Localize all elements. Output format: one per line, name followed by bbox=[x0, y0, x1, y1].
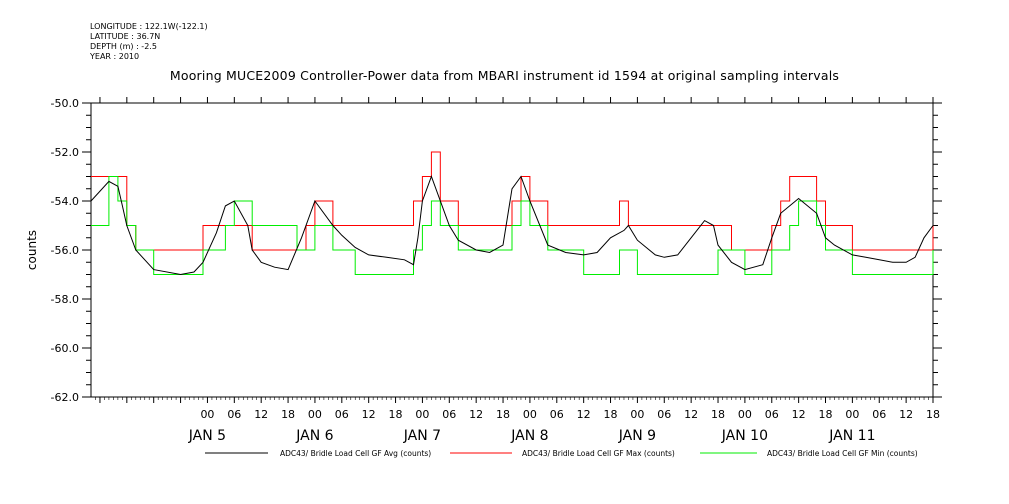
x-day-label: JAN 5 bbox=[188, 428, 226, 444]
x-axis: 00 06 12 18 00 06 12 18 00 06 12 18 00 06 12 18 00 06 12 18… bbox=[95, 97, 940, 444]
x-day-label: JAN 6 bbox=[295, 428, 333, 444]
x-tick-label: 00 bbox=[523, 408, 537, 421]
legend-label: ADC43/ Bridle Load Cell GF Max (counts) bbox=[522, 449, 675, 458]
x-tick-label: 06 bbox=[765, 408, 779, 421]
legend-label: ADC43/ Bridle Load Cell GF Avg (counts) bbox=[280, 449, 431, 458]
y-axis-label: counts bbox=[25, 230, 39, 270]
y-tick-label: -54.0 bbox=[51, 195, 79, 208]
x-tick-label: 06 bbox=[657, 408, 671, 421]
x-tick-label: 12 bbox=[469, 408, 483, 421]
legend-label: ADC43/ Bridle Load Cell GF Min (counts) bbox=[767, 449, 918, 458]
chart-title: Mooring MUCE2009 Controller-Power data f… bbox=[169, 68, 840, 83]
y-tick-label: -62.0 bbox=[51, 391, 79, 404]
x-day-label: JAN 9 bbox=[618, 428, 656, 444]
y-axis: -62.0 -60.0 -58.0 -56.0 -54.0 -52.0 -50.0 bbox=[51, 97, 942, 404]
x-tick-label: 06 bbox=[550, 408, 564, 421]
x-tick-label: 12 bbox=[254, 408, 268, 421]
x-tick-label: 00 bbox=[845, 408, 859, 421]
x-tick-label: 06 bbox=[872, 408, 886, 421]
year-text: YEAR : 2010 bbox=[90, 52, 140, 61]
depth-text: DEPTH (m) : -2.5 bbox=[90, 42, 157, 51]
x-tick-label: 06 bbox=[227, 408, 241, 421]
x-tick-label: 12 bbox=[684, 408, 698, 421]
x-tick-label: 12 bbox=[577, 408, 591, 421]
x-tick-label: 12 bbox=[899, 408, 913, 421]
legend: ADC43/ Bridle Load Cell GF Avg (counts) A… bbox=[205, 449, 918, 458]
metadata-block: LONGITUDE : 122.1W(-122.1) LATITUDE : 36… bbox=[90, 22, 208, 62]
x-tick-label: 00 bbox=[308, 408, 322, 421]
y-tick-label: -60.0 bbox=[51, 342, 79, 355]
x-tick-label: 12 bbox=[792, 408, 806, 421]
x-tick-label: 18 bbox=[926, 408, 940, 421]
y-tick-label: -58.0 bbox=[51, 293, 79, 306]
x-tick-label: 00 bbox=[200, 408, 214, 421]
x-tick-label: 18 bbox=[281, 408, 295, 421]
longitude-text: LONGITUDE : 122.1W(-122.1) bbox=[90, 22, 208, 31]
x-tick-label: 06 bbox=[335, 408, 349, 421]
x-tick-label: 18 bbox=[389, 408, 403, 421]
x-tick-label: 18 bbox=[711, 408, 725, 421]
x-tick-label: 00 bbox=[738, 408, 752, 421]
x-day-label: JAN 7 bbox=[403, 428, 441, 444]
x-tick-label: 18 bbox=[496, 408, 510, 421]
series-line-min bbox=[91, 176, 934, 275]
y-tick-label: -52.0 bbox=[51, 146, 79, 159]
x-tick-label: 18 bbox=[604, 408, 618, 421]
x-day-label: JAN 8 bbox=[510, 428, 548, 444]
y-tick-label: -50.0 bbox=[51, 97, 79, 110]
x-tick-label: 12 bbox=[362, 408, 376, 421]
x-tick-label: 00 bbox=[630, 408, 644, 421]
x-tick-label: 00 bbox=[415, 408, 429, 421]
x-tick-label: 06 bbox=[442, 408, 456, 421]
latitude-text: LATITUDE : 36.7N bbox=[90, 32, 161, 41]
series-layer bbox=[90, 151, 934, 276]
x-tick-label: 18 bbox=[819, 408, 833, 421]
y-tick-label: -56.0 bbox=[51, 244, 79, 257]
series-line-avg bbox=[90, 175, 934, 276]
x-day-label: JAN 10 bbox=[721, 428, 768, 444]
x-day-label: JAN 11 bbox=[828, 428, 875, 444]
